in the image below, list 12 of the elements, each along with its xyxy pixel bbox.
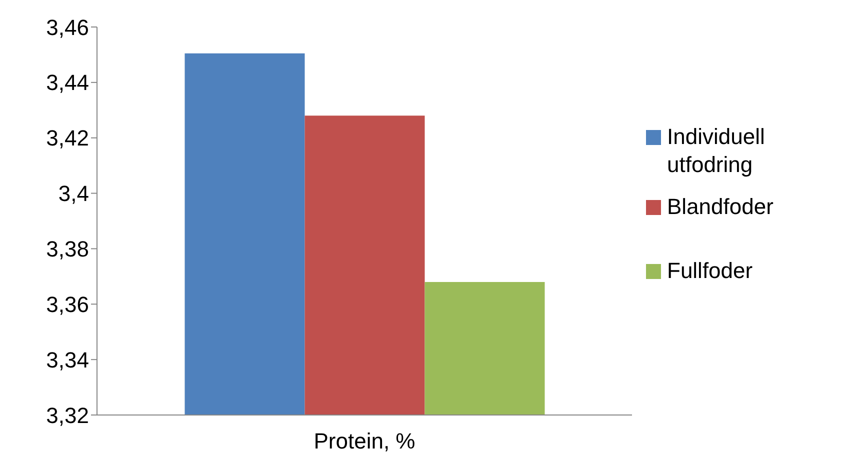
y-tick-label: 3,42 [46, 126, 89, 151]
legend-label: Fullfoder [667, 257, 754, 285]
y-tick-label: 3,44 [46, 70, 89, 96]
y-tick-label: 3,36 [46, 292, 89, 317]
y-tick-label: 3,4 [58, 181, 89, 206]
y-tick-label: 3,34 [46, 347, 89, 372]
y-tick-label: 3,46 [46, 14, 89, 40]
y-tick-label: 3,32 [46, 402, 89, 428]
x-tick-label: Protein, % [314, 428, 416, 454]
y-tick-label: 3,38 [46, 236, 89, 262]
legend-label: Blandfoder [667, 193, 774, 221]
legend-label: Individuell utfodring [667, 123, 766, 179]
